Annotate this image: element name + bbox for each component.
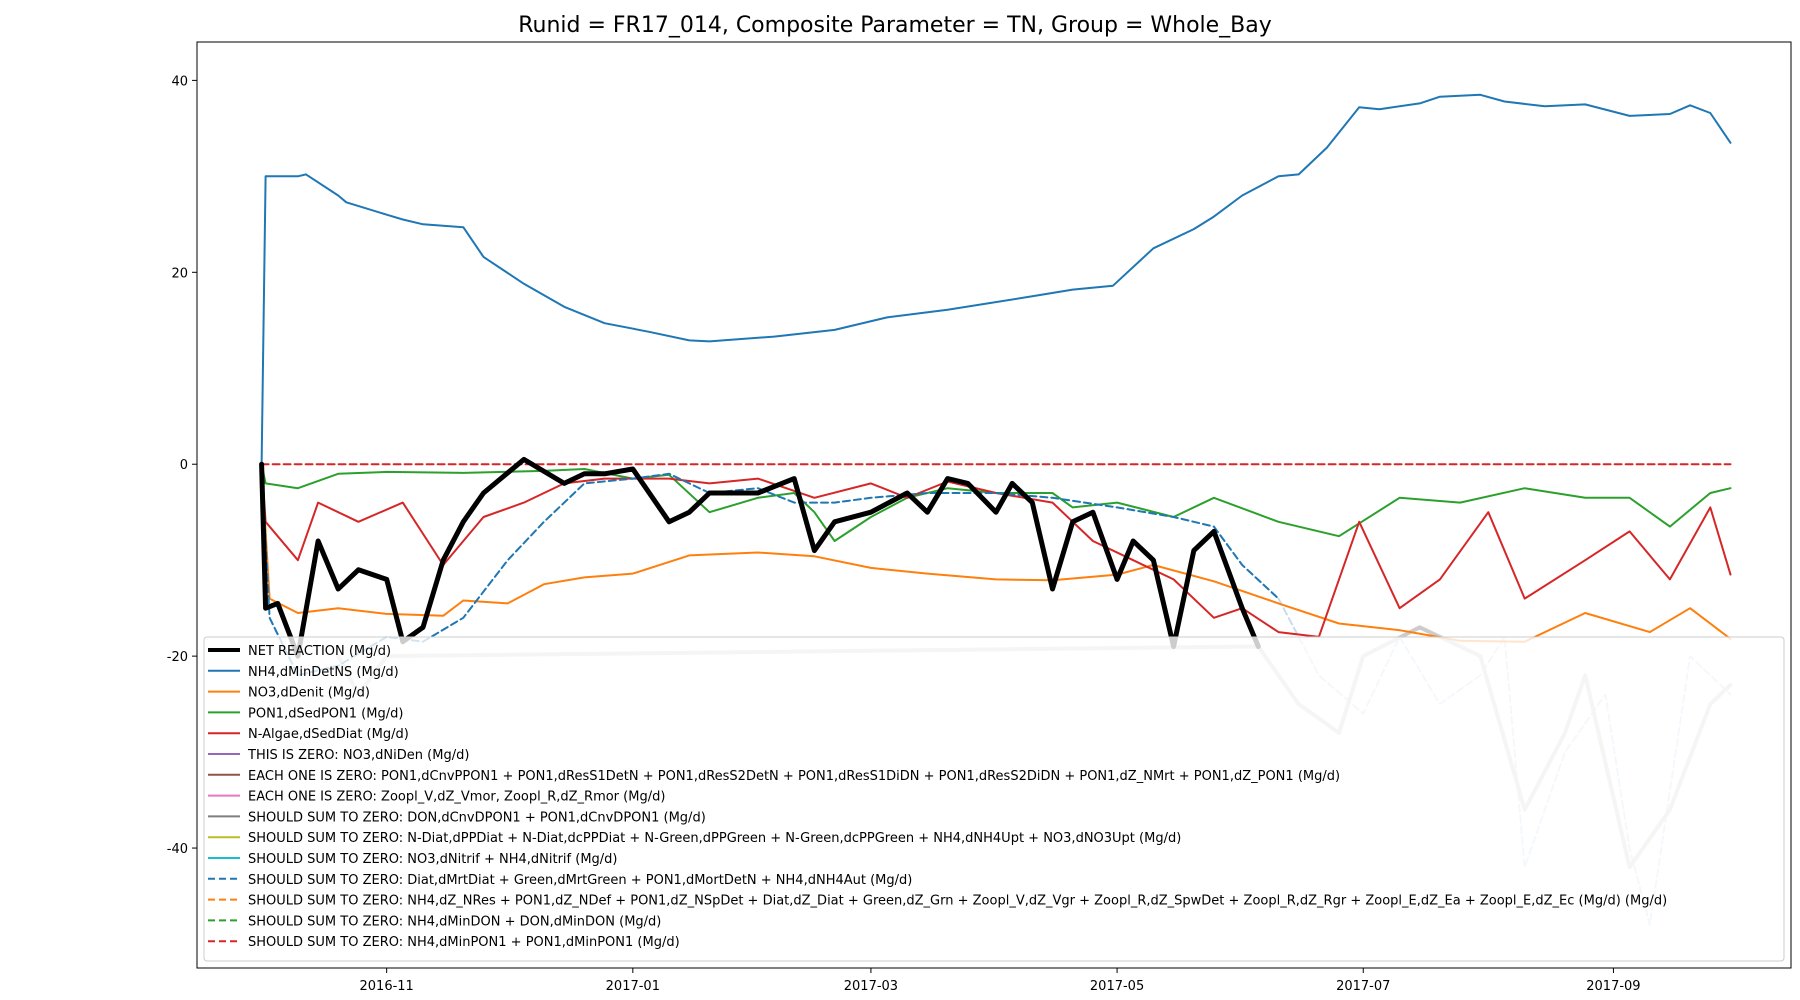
y-tick-label: -40 [167,842,188,857]
legend: NET REACTION (Mg/d) NH4,dMinDetNS (Mg/d) N… [203,636,1785,962]
y-tick-label: -20 [167,650,188,665]
legend-entry-label: SHOULD SUM TO ZERO: NO3,dNitrif + NH4,dN… [248,852,617,867]
legend-entry-label: SHOULD SUM TO ZERO: NH4,dMinPON1 + PON1,… [248,935,680,950]
legend-entry-label: SHOULD SUM TO ZERO: NH4,dZ_NRes + PON1,d… [248,894,1667,909]
series-line-nh4_reg [260,93,1732,466]
legend-entry-label: N-Algae,dSedDiat (Mg/d) [248,727,409,742]
x-tick-label: 2017-09 [1586,979,1640,994]
legend-entry-label: NH4,dMinDetNS (Mg/d) [248,665,399,680]
plot-frame [196,41,1792,969]
x-tick-label: 2017-05 [1090,979,1144,994]
legend-entry-label: SHOULD SUM TO ZERO: NH4,dMinDON + DON,dM… [248,914,661,929]
y-tick-label: 40 [171,74,188,89]
legend-box [203,636,1785,962]
legend-entry-label: SHOULD SUM TO ZERO: DON,dCnvDPON1 + PON1… [248,810,706,825]
x-tick-label: 2016-11 [360,979,414,994]
y-axis: 40 20 0 -20 -40 [167,74,197,857]
x-tick-label: 2017-07 [1336,979,1390,994]
chart-title: Runid = FR17_014, Composite Parameter = … [518,13,1272,38]
legend-entry-label: EACH ONE IS ZERO: PON1,dCnvPPON1 + PON1,… [248,769,1340,784]
y-tick-label: 20 [171,266,188,281]
legend-entry-label: EACH ONE IS ZERO: Zoopl_V,dZ_Vmor, Zoopl… [248,790,665,805]
x-axis: 2016-11 2017-01 2017-03 2017-05 2017-07 2017-… [360,968,1641,994]
legend-entry-label: SHOULD SUM TO ZERO: N-Diat,dPPDiat + N-D… [248,831,1181,846]
legend-entry-label: THIS IS ZERO: NO3,dNiDen (Mg/d) [247,748,469,763]
x-tick-label: 2017-03 [844,979,898,994]
legend-entry-label: NO3,dDenit (Mg/d) [248,686,370,701]
series-line-net_reaction [259,456,1261,659]
x-tick-label: 2017-01 [606,979,660,994]
y-tick-label: 0 [180,458,188,473]
legend-entry-label: SHOULD SUM TO ZERO: Diat,dMrtDiat + Gree… [248,873,912,888]
legend-entry-label: PON1,dSedPON1 (Mg/d) [248,706,403,721]
legend-entry-label: NET REACTION (Mg/d) [248,644,391,659]
